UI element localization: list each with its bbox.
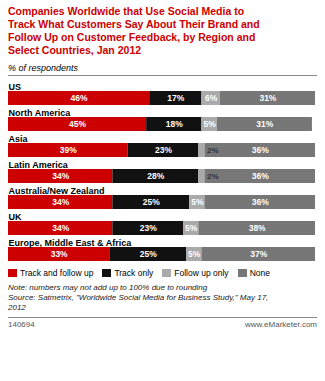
svg-text:25%: 25% — [143, 197, 160, 207]
svg-text:5%: 5% — [185, 223, 198, 233]
svg-text:5%: 5% — [188, 249, 201, 259]
svg-text:36%: 36% — [252, 171, 269, 181]
svg-text:5%: 5% — [203, 119, 216, 129]
html-text:Companies Worldwide that Use S: Companies Worldwide that Use Social Medi… — [8, 5, 260, 57]
svg-text:23%: 23% — [155, 145, 172, 155]
svg-text:UK: UK — [9, 211, 22, 221]
svg-text:5%: 5% — [191, 197, 204, 207]
svg-text:36%: 36% — [252, 145, 269, 155]
svg-text:Asia: Asia — [9, 133, 29, 143]
svg-text:Europe, Middle East & Africa: Europe, Middle East & Africa — [9, 237, 133, 247]
svg-text:2%: 2% — [207, 146, 219, 155]
svg-text:45%: 45% — [69, 119, 86, 129]
svg-text:6%: 6% — [205, 93, 218, 103]
svg-text:Australia/New Zealand: Australia/New Zealand — [9, 185, 105, 195]
html-text:% of respondents: % of respondents — [8, 62, 78, 73]
html-text:140694: 140694 — [8, 319, 35, 329]
html-text:Track only: Track only — [114, 267, 154, 278]
svg-text:36%: 36% — [252, 197, 269, 207]
svg-text:34%: 34% — [52, 223, 69, 233]
svg-text:28%: 28% — [147, 171, 164, 181]
svg-text:North America: North America — [9, 107, 72, 117]
svg-text:18%: 18% — [166, 119, 183, 129]
svg-text:33%: 33% — [51, 249, 68, 259]
svg-text:17%: 17% — [167, 93, 184, 103]
svg-text:US: US — [9, 81, 22, 91]
svg-text:34%: 34% — [52, 197, 69, 207]
svg-text:Latin America: Latin America — [9, 159, 69, 169]
html-text:Follow up only: Follow up only — [174, 267, 229, 278]
html-text:None: None — [249, 267, 270, 278]
svg-text:31%: 31% — [256, 119, 273, 129]
svg-text:34%: 34% — [52, 171, 69, 181]
html-text:Track and follow up: Track and follow up — [20, 267, 94, 278]
svg-text:23%: 23% — [140, 223, 157, 233]
html-text:Note: numbers may not add up t: Note: numbers may not add up to 100% due… — [8, 282, 269, 312]
svg-text:39%: 39% — [60, 145, 77, 155]
svg-text:38%: 38% — [249, 223, 266, 233]
svg-text:46%: 46% — [71, 93, 88, 103]
svg-text:25%: 25% — [140, 249, 157, 259]
html-text:www.eMarketer.com: www.eMarketer.com — [245, 319, 317, 329]
svg-text:2%: 2% — [207, 172, 219, 181]
svg-text:37%: 37% — [250, 249, 267, 259]
svg-text:31%: 31% — [259, 93, 276, 103]
